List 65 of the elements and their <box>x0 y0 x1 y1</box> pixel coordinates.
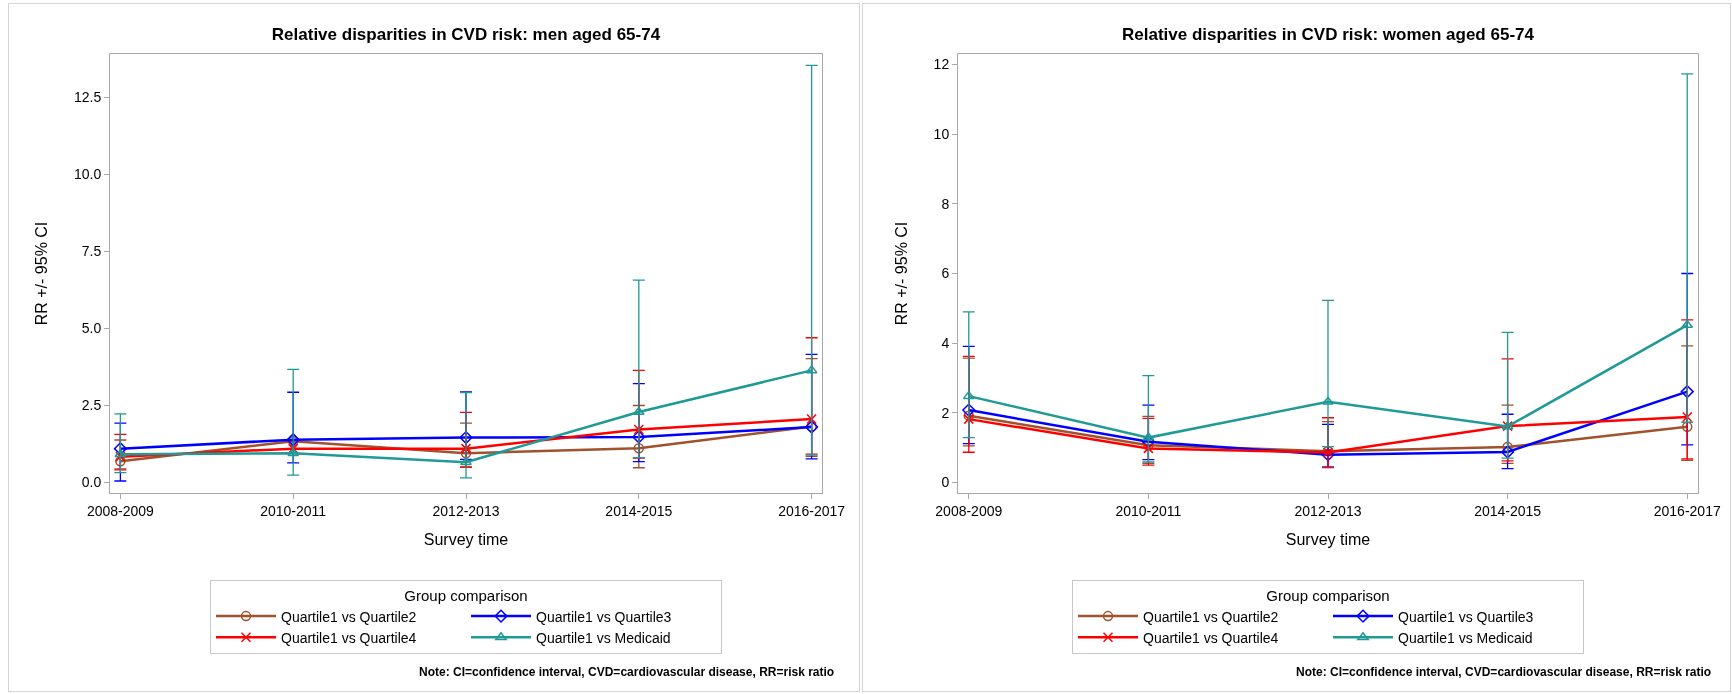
x-tick-label: 2008-2009 <box>935 502 1003 519</box>
legend-label: Quartile1 vs Quartile2 <box>281 608 417 625</box>
text: Note: CI=confidence interval, CVD=cardiovascular disease, RR=risk ratio <box>419 665 835 679</box>
legend-label: Quartile1 vs Quartile4 <box>281 629 417 646</box>
chart-title: Relative disparities in CVD risk: women aged 65-74 <box>1122 24 1535 44</box>
point <box>113 442 127 456</box>
point <box>633 443 645 454</box>
x-tick-label: 2012-2013 <box>1294 502 1362 519</box>
point <box>1501 445 1515 459</box>
y-tick-label: 5.0 <box>81 320 102 337</box>
y-tick-label: 7.5 <box>81 243 102 260</box>
y-axis-title: RR +/- 95% CI <box>892 221 910 326</box>
point <box>633 424 645 435</box>
y-tick-label: 0.0 <box>81 474 102 491</box>
text: Note: CI=confidence interval, CVD=cardiovascular disease, RR=risk ratio <box>1296 665 1712 679</box>
point <box>1321 448 1335 462</box>
point <box>287 443 299 454</box>
y-tick-label: 12.5 <box>73 89 102 106</box>
x-tick-label: 2010-2011 <box>1115 502 1182 519</box>
point <box>962 403 976 417</box>
x-tick-label: 2010-2011 <box>260 502 327 519</box>
point <box>459 430 473 445</box>
y-tick-label: 2 <box>941 404 950 421</box>
point <box>1322 396 1334 405</box>
x-tick-label: 2014-2015 <box>605 502 673 519</box>
y-tick-label: 8 <box>941 195 950 212</box>
point <box>1680 385 1694 399</box>
point <box>114 448 127 458</box>
point <box>1681 421 1693 433</box>
y-tick-label: 10.0 <box>73 166 102 183</box>
legend-title: Group comparison <box>1266 586 1390 604</box>
point <box>460 448 472 459</box>
point <box>1681 411 1693 423</box>
y-tick-label: 6 <box>941 265 950 282</box>
legend-title: Group comparison <box>404 586 528 604</box>
point <box>460 443 472 454</box>
legend-label: Quartile1 vs Quartile3 <box>536 608 672 625</box>
y-tick-label: 2.5 <box>81 397 102 414</box>
chart-title: Relative disparities in CVD risk: men aged 65-74 <box>271 24 661 44</box>
x-tick-label: 2008-2009 <box>86 502 155 519</box>
point <box>963 413 975 425</box>
y-tick-label: 4 <box>941 335 950 352</box>
x-tick-label: 2016-2017 <box>1653 502 1721 519</box>
x-axis-title: Survey time <box>1285 531 1371 549</box>
point <box>460 456 472 466</box>
point <box>632 430 646 444</box>
x-tick-label: 2014-2015 <box>1474 502 1542 519</box>
x-tick-label: 2016-2017 <box>778 502 846 519</box>
x-tick-label: 2012-2013 <box>432 502 500 519</box>
point <box>1681 319 1694 329</box>
point <box>962 390 975 400</box>
legend-label: Quartile1 vs Medicaid <box>1398 629 1533 646</box>
y-tick-label: 12 <box>933 56 950 73</box>
legend-label: Quartile1 vs Quartile2 <box>1143 608 1279 625</box>
point <box>806 413 817 425</box>
legend-label: Quartile1 vs Quartile4 <box>1143 629 1279 646</box>
point <box>963 410 975 421</box>
legend-label: Quartile1 vs Medicaid <box>536 629 671 646</box>
x-axis-title: Survey time <box>423 531 509 549</box>
y-axis-title: RR +/- 95% CI <box>32 221 50 326</box>
y-tick-label: 10 <box>933 126 950 143</box>
legend-label: Quartile1 vs Quartile3 <box>1398 608 1534 625</box>
point <box>115 451 126 462</box>
point <box>115 456 126 467</box>
y-tick-label: 0 <box>941 474 950 491</box>
